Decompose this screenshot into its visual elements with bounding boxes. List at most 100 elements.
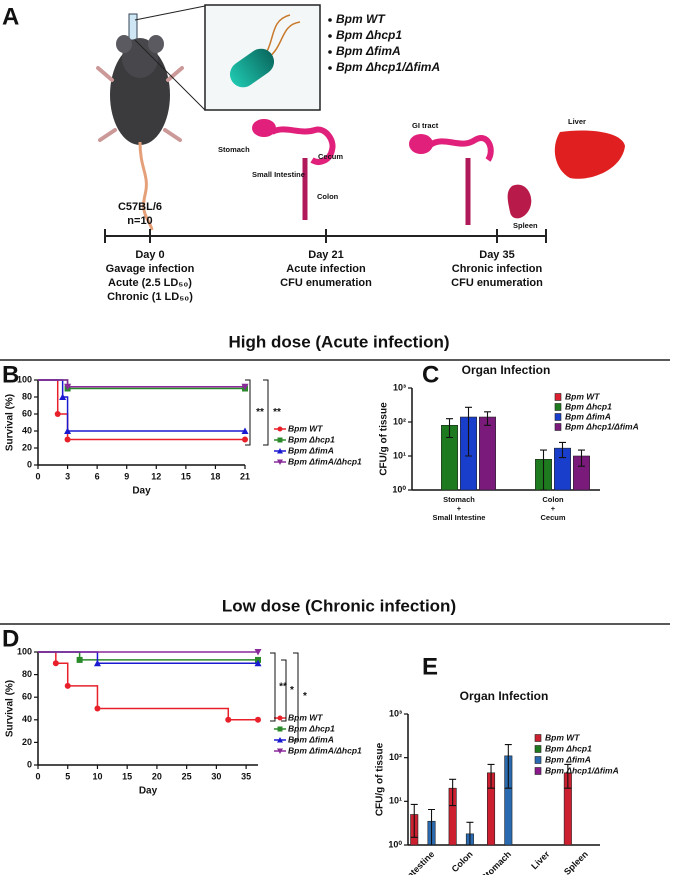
y-tick-label: 40 <box>22 714 32 724</box>
timeline-text: Acute infection <box>286 263 366 275</box>
x-tick-label: 10 <box>92 771 102 781</box>
legend-label: Bpm Δhcp1/ΔfimA <box>565 421 639 431</box>
timeline-day: Day 35 <box>479 249 514 261</box>
y-tick-label: 10³ <box>389 708 402 718</box>
error-bar <box>449 778 457 807</box>
bullet <box>328 34 332 38</box>
y-tick-label: 10⁰ <box>392 484 406 494</box>
legend-swatch <box>554 413 562 421</box>
legend-marker <box>277 748 283 754</box>
legend-label: Bpm WT <box>288 712 323 722</box>
x-tick-label: Liver <box>529 849 552 872</box>
significance-bracket <box>245 379 251 446</box>
legend-label: Bpm Δhcp1 <box>565 401 612 411</box>
organ-label: Small Intestine <box>252 170 305 179</box>
gi-illustrations <box>252 119 625 225</box>
y-tick-label: 20 <box>22 442 32 452</box>
x-tick-label: Cecum <box>540 513 565 522</box>
bullet <box>328 50 332 54</box>
organ-label: GI tract <box>412 121 439 130</box>
panel-label: C <box>422 361 439 388</box>
x-tick-label: 0 <box>35 771 40 781</box>
x-tick-label: Small Intestine <box>433 513 486 522</box>
bar <box>479 416 496 491</box>
legend-swatch <box>534 734 542 742</box>
x-tick-label: 3 <box>65 471 70 481</box>
x-axis-label: Day <box>139 786 158 797</box>
legend-marker <box>277 737 283 743</box>
error-bar <box>578 449 585 467</box>
x-tick-label: 35 <box>241 771 251 781</box>
legend-swatch <box>554 403 562 411</box>
error-bar <box>465 406 472 457</box>
timeline-day: Day 0 <box>135 249 164 261</box>
organ-label: Cecum <box>318 152 343 161</box>
significance-label: * <box>303 691 307 702</box>
marker <box>255 716 261 723</box>
legend-label: Bpm ΔfimA <box>545 754 591 764</box>
legend-swatch <box>534 745 542 753</box>
error-bar <box>559 441 566 459</box>
marker <box>59 393 67 400</box>
legend-label: Bpm Δhcp1 <box>288 723 335 733</box>
marker <box>241 427 249 434</box>
legend-label: Bpm ΔfimA/Δhcp1 <box>288 745 362 755</box>
x-tick-label: 20 <box>152 771 162 781</box>
legend-marker <box>277 726 283 732</box>
marker <box>64 682 71 689</box>
y-tick-label: 60 <box>22 692 32 702</box>
y-tick-label: 100 <box>17 646 32 656</box>
organ-label: Liver <box>568 117 586 126</box>
y-axis-label: CFU/g of tissue <box>375 742 386 816</box>
strain-label: Bpm Δhcp1/ΔfimA <box>336 60 440 74</box>
error-bar <box>446 418 453 439</box>
panel-label: D <box>2 625 19 652</box>
y-tick-label: 40 <box>22 425 32 435</box>
significance-label: ** <box>279 682 287 693</box>
y-tick-label: 10¹ <box>393 450 406 460</box>
marker <box>225 716 232 723</box>
x-tick-label: 5 <box>65 771 70 781</box>
timeline-text: CFU enumeration <box>280 277 372 289</box>
significance-bracket <box>263 379 269 446</box>
error-bar <box>466 821 474 846</box>
organ-label: Spleen <box>513 221 538 230</box>
mouse-label: n=10 <box>127 215 152 227</box>
significance-label: ** <box>256 407 264 418</box>
legend-marker <box>277 459 283 465</box>
marker <box>76 656 83 663</box>
x-tick-label: Spleen <box>562 849 590 875</box>
y-axis-label: CFU/g of tissue <box>379 402 390 476</box>
panel-label: E <box>422 653 438 680</box>
survival-line <box>38 651 258 721</box>
mouse-illustration <box>96 4 321 231</box>
timeline-text: Chronic infection <box>452 263 543 275</box>
marker <box>241 383 249 391</box>
legend-label: Bpm Δhcp1 <box>545 743 592 753</box>
x-tick-label: 30 <box>211 771 221 781</box>
strain-label: Bpm ΔfimA <box>336 44 401 58</box>
y-tick-label: 10² <box>389 752 402 762</box>
x-axis-label: Day <box>132 486 151 497</box>
legend-label: Bpm ΔfimA <box>288 445 334 455</box>
significance-label: * <box>290 685 294 696</box>
timeline-text: Acute (2.5 LD₅₀) <box>108 277 192 289</box>
y-tick-label: 80 <box>22 669 32 679</box>
strain-label: Bpm Δhcp1 <box>336 28 402 42</box>
error-bar <box>504 743 512 789</box>
x-tick-label: Colon <box>542 495 564 504</box>
marker <box>64 436 71 443</box>
x-tick-label: + <box>551 504 556 513</box>
chart-title: Organ Infection <box>462 363 551 377</box>
legend-label: Bpm WT <box>288 423 323 433</box>
legend-label: Bpm Δhcp1/ΔfimA <box>545 765 619 775</box>
marker <box>64 427 72 434</box>
x-tick-label: 9 <box>124 471 129 481</box>
error-bar <box>484 411 491 426</box>
section-title: High dose (Acute infection) <box>229 332 450 351</box>
survival-line <box>38 651 258 661</box>
legend-marker <box>277 426 283 432</box>
x-tick-label: 18 <box>210 471 220 481</box>
legend-swatch <box>554 423 562 431</box>
legend-label: Bpm ΔfimA/Δhcp1 <box>288 456 362 466</box>
